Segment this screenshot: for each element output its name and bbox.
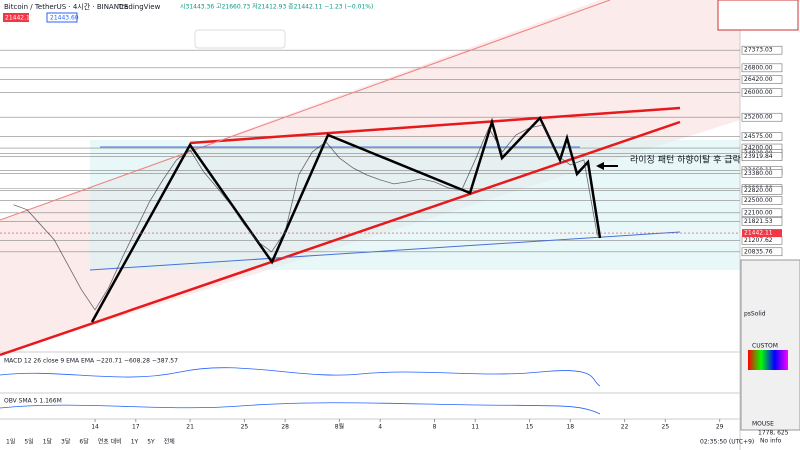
range-button[interactable]: 1Y [131, 439, 139, 446]
sell-box[interactable] [3, 13, 29, 22]
x-tick-label: 4 [378, 424, 382, 431]
custom-label: CUSTOM [752, 343, 778, 350]
price-tag [741, 196, 783, 205]
price-tag [741, 45, 783, 55]
price-tag [741, 169, 783, 178]
channel-line [0, 0, 611, 221]
macd-label: MACD 12 26 close 9 EMA EMA −220.71 −608.… [4, 358, 178, 365]
brand: TradingView [117, 3, 161, 11]
clock: 02:35:50 (UTC+9) [700, 439, 754, 446]
range-button[interactable]: 6달 [79, 438, 89, 446]
price-tag [741, 88, 783, 97]
annotation: 라이징 패턴 하향이탈 후 급락 [630, 154, 741, 166]
y-tick-label: 25200.00 [744, 114, 773, 121]
x-tick-label: 15 [526, 424, 534, 431]
x-tick-label: 25 [662, 424, 670, 431]
x-tick-label: 22 [621, 424, 629, 431]
x-tick-label: 21 [186, 424, 194, 431]
x-tick-label: 8 [433, 424, 437, 431]
x-tick-label: 28 [281, 424, 289, 431]
y-tick-label: 21821.53 [744, 218, 773, 225]
x-tick-label: 25 [241, 424, 249, 431]
x-tick-label: 14 [91, 424, 99, 431]
range-button[interactable]: 1일 [6, 438, 15, 446]
x-tick-label: 11 [471, 424, 479, 431]
macd-line [0, 367, 601, 387]
x-tick-label: 17 [132, 424, 140, 431]
sell-price: 21442.11 [5, 15, 34, 22]
y-tick-label: 22820.00 [744, 187, 773, 194]
support-line [0, 120, 681, 357]
price-tag [741, 247, 783, 257]
zigzag-pattern [90, 115, 602, 323]
price-tag [741, 112, 783, 122]
drawing-toolbar[interactable] [194, 29, 286, 49]
mouse-label: MOUSE [752, 421, 774, 428]
range-button[interactable]: 5일 [24, 438, 33, 446]
y-tick-label: 26420.00 [744, 76, 773, 83]
price-tag [741, 75, 783, 84]
y-tick-label: 23380.00 [744, 170, 773, 177]
current-price-label: 21442.11 [744, 230, 773, 237]
x-tick-label: 8월 [335, 423, 344, 431]
price-tag [741, 217, 783, 226]
price-line [13, 124, 598, 311]
ohlc: 시31443.36 고21660.73 저21412.93 종21442.11 … [180, 3, 373, 11]
y-tick-label: 21207.62 [744, 237, 773, 244]
minimap[interactable] [717, 0, 799, 31]
y-tick-label: 24200.00 [744, 145, 773, 152]
y-tick-label: 20835.76 [744, 248, 773, 255]
color-picker[interactable] [748, 350, 788, 370]
obv-label: OBV SMA 5 1.166M [4, 398, 62, 405]
y-tick-label: 22500.00 [744, 197, 773, 204]
resistance-line [189, 106, 681, 145]
mouse-coords: 1778, 625 [758, 430, 789, 437]
buy-price: 21443.60 [50, 15, 79, 22]
x-tick-label: 18 [566, 424, 574, 431]
line-style: psSolid [744, 311, 766, 318]
current-price-tag [742, 229, 782, 238]
y-tick-label: 23919.84 [744, 153, 773, 160]
range-button[interactable]: 연초 대비 [98, 438, 122, 446]
price-tag [741, 132, 783, 141]
price-tag [741, 208, 783, 218]
range-box [90, 140, 740, 270]
range-button[interactable]: 5Y [147, 439, 155, 446]
y-tick-label: 24575.00 [744, 133, 773, 140]
buy-box[interactable] [46, 12, 78, 23]
range-button[interactable]: 1달 [43, 438, 53, 446]
channel-line [89, 231, 681, 271]
tool-panel[interactable] [740, 259, 800, 431]
arrow-head [596, 162, 604, 170]
mouse-info: No info [760, 438, 782, 445]
price-tag [741, 186, 783, 195]
symbol: Bitcoin / TetherUS · 4시간 · BINANCE [4, 2, 128, 11]
y-tick-label: 22100.00 [744, 209, 773, 216]
range-button[interactable]: 전체 [164, 438, 175, 446]
range-button[interactable]: 3달 [61, 438, 71, 446]
price-tag [741, 63, 783, 73]
y-tick-label: 26800.00 [744, 64, 773, 71]
y-tick-label: 27373.03 [744, 47, 773, 54]
x-tick-label: 29 [716, 424, 724, 431]
obv-line [0, 402, 601, 415]
y-tick-label: 26000.00 [744, 89, 773, 96]
price-tag [741, 152, 783, 161]
